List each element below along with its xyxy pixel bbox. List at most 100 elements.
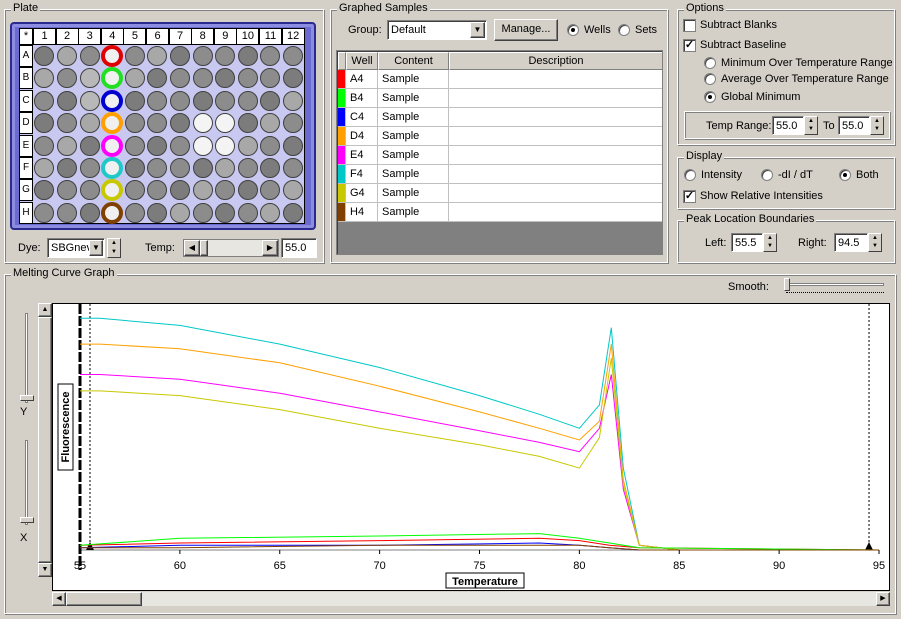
peak-left-input[interactable]: 55.5 bbox=[731, 233, 763, 252]
plate-well[interactable] bbox=[147, 68, 168, 89]
plate-well[interactable] bbox=[237, 158, 258, 178]
temp-slider[interactable]: ◀ ▶ bbox=[183, 239, 279, 257]
smooth-thumb[interactable] bbox=[784, 278, 790, 291]
plate-row-header[interactable]: D bbox=[19, 112, 33, 135]
col-header-well[interactable]: Well bbox=[346, 52, 378, 70]
plate-well[interactable] bbox=[56, 158, 77, 178]
scroll-right-icon[interactable]: ▶ bbox=[876, 592, 890, 606]
plate-well-selected[interactable] bbox=[101, 134, 124, 157]
table-row[interactable]: C4 Sample bbox=[338, 108, 662, 127]
plate-col-header[interactable]: 11 bbox=[259, 28, 282, 45]
spin-up-icon[interactable]: ▲ bbox=[767, 235, 773, 241]
both-radio[interactable] bbox=[839, 169, 851, 181]
plate-well[interactable] bbox=[124, 90, 145, 111]
plate-well-selected[interactable] bbox=[101, 179, 124, 202]
plate-col-header[interactable]: 10 bbox=[236, 28, 260, 45]
plate-well[interactable] bbox=[34, 158, 55, 178]
plate-row-header[interactable]: E bbox=[19, 134, 33, 157]
plate-well[interactable] bbox=[79, 90, 100, 111]
slider-thumb[interactable] bbox=[200, 240, 208, 256]
plate-well[interactable] bbox=[56, 135, 77, 156]
plate-row-header[interactable]: A bbox=[19, 45, 33, 67]
plate-col-header[interactable]: 2 bbox=[55, 28, 79, 45]
avg-over-radio[interactable] bbox=[704, 73, 716, 85]
plate-well[interactable] bbox=[282, 158, 303, 178]
scroll-down-icon[interactable]: ▼ bbox=[38, 563, 52, 577]
spin-down-icon[interactable]: ▼ bbox=[874, 126, 880, 132]
plate-well[interactable] bbox=[147, 180, 168, 201]
x-slider[interactable] bbox=[20, 440, 34, 530]
plate-well[interactable] bbox=[147, 202, 168, 223]
plate-well[interactable] bbox=[124, 113, 145, 134]
melting-curve-plot[interactable]: 55 60 65 70 75 80 85 90 95 Temperature Fluorescenc… bbox=[52, 303, 890, 591]
plate-well[interactable] bbox=[34, 113, 55, 134]
global-min-radio[interactable] bbox=[704, 91, 716, 103]
plate-well[interactable] bbox=[56, 180, 77, 201]
plate-well[interactable] bbox=[147, 135, 168, 156]
spin-up-icon[interactable]: ▲ bbox=[872, 235, 878, 241]
manage-button[interactable]: Manage... bbox=[494, 19, 558, 41]
plate-well[interactable] bbox=[169, 202, 190, 223]
chevron-down-icon[interactable]: ▼ bbox=[470, 22, 485, 38]
plate-col-header[interactable]: 7 bbox=[168, 28, 192, 45]
table-row[interactable]: D4 Sample bbox=[338, 127, 662, 146]
plate-well[interactable] bbox=[169, 135, 190, 156]
plate-row-header[interactable]: B bbox=[19, 67, 33, 90]
plate-well[interactable] bbox=[124, 68, 145, 89]
plate-well[interactable] bbox=[260, 158, 281, 178]
plate-well-selected[interactable] bbox=[101, 45, 124, 67]
scroll-left-icon[interactable]: ◀ bbox=[52, 592, 66, 606]
plate-col-header[interactable]: 9 bbox=[213, 28, 237, 45]
plate-well[interactable] bbox=[192, 180, 213, 201]
plate-well[interactable] bbox=[79, 202, 100, 223]
spin-down-icon[interactable]: ▼ bbox=[808, 126, 814, 132]
slider-left-icon[interactable]: ◀ bbox=[184, 240, 200, 256]
plate-well[interactable] bbox=[260, 202, 281, 223]
plate-well[interactable] bbox=[282, 113, 303, 134]
plate-well-selected[interactable] bbox=[101, 112, 124, 135]
plate-col-header[interactable]: 5 bbox=[123, 28, 147, 45]
plate-col-header[interactable]: 12 bbox=[281, 28, 305, 45]
plate-well[interactable] bbox=[237, 135, 258, 156]
plate-well[interactable] bbox=[192, 68, 213, 89]
plate-well[interactable] bbox=[192, 158, 213, 178]
temp-from-input[interactable]: 55.0 bbox=[772, 116, 804, 135]
plate-well[interactable] bbox=[215, 68, 236, 89]
plate-well[interactable] bbox=[215, 135, 236, 156]
col-header-content[interactable]: Content bbox=[378, 52, 449, 70]
plate-well[interactable] bbox=[260, 90, 281, 111]
show-relative-checkbox[interactable]: ✓ bbox=[683, 190, 696, 203]
plate-well[interactable] bbox=[260, 46, 281, 66]
table-row[interactable]: E4 Sample bbox=[338, 146, 662, 165]
plate-row-header[interactable]: F bbox=[19, 157, 33, 179]
plate-well[interactable] bbox=[79, 180, 100, 201]
plate-well[interactable] bbox=[79, 46, 100, 66]
temp-to-spinner[interactable]: ▲ ▼ bbox=[870, 116, 884, 135]
spin-down-icon[interactable]: ▼ bbox=[872, 243, 878, 249]
plate-well[interactable] bbox=[282, 180, 303, 201]
plate-well[interactable] bbox=[79, 158, 100, 178]
temp-to-input[interactable]: 55.0 bbox=[838, 116, 870, 135]
slider-right-icon[interactable]: ▶ bbox=[262, 240, 278, 256]
table-row[interactable]: B4 Sample bbox=[338, 89, 662, 108]
plate-well[interactable] bbox=[56, 90, 77, 111]
plate-well[interactable] bbox=[237, 46, 258, 66]
spin-down-icon[interactable]: ▼ bbox=[111, 249, 117, 255]
plate-corner[interactable]: * bbox=[19, 28, 33, 45]
table-row[interactable]: H4 Sample bbox=[338, 203, 662, 222]
plate-well[interactable] bbox=[282, 135, 303, 156]
plate-well[interactable] bbox=[282, 90, 303, 111]
spin-up-icon[interactable]: ▲ bbox=[874, 118, 880, 124]
plate-well[interactable] bbox=[215, 202, 236, 223]
col-header-description[interactable]: Description bbox=[449, 52, 662, 70]
y-slider-thumb[interactable] bbox=[20, 395, 34, 401]
plate-well-selected[interactable] bbox=[101, 67, 124, 90]
peak-right-input[interactable]: 94.5 bbox=[834, 233, 868, 252]
plate-well[interactable] bbox=[215, 90, 236, 111]
plate-well[interactable] bbox=[282, 46, 303, 66]
plate-well[interactable] bbox=[237, 68, 258, 89]
table-row[interactable]: A4 Sample bbox=[338, 70, 662, 89]
temp-from-spinner[interactable]: ▲ ▼ bbox=[804, 116, 818, 135]
plate-well[interactable] bbox=[124, 46, 145, 66]
subtract-blanks-checkbox[interactable] bbox=[683, 19, 696, 32]
